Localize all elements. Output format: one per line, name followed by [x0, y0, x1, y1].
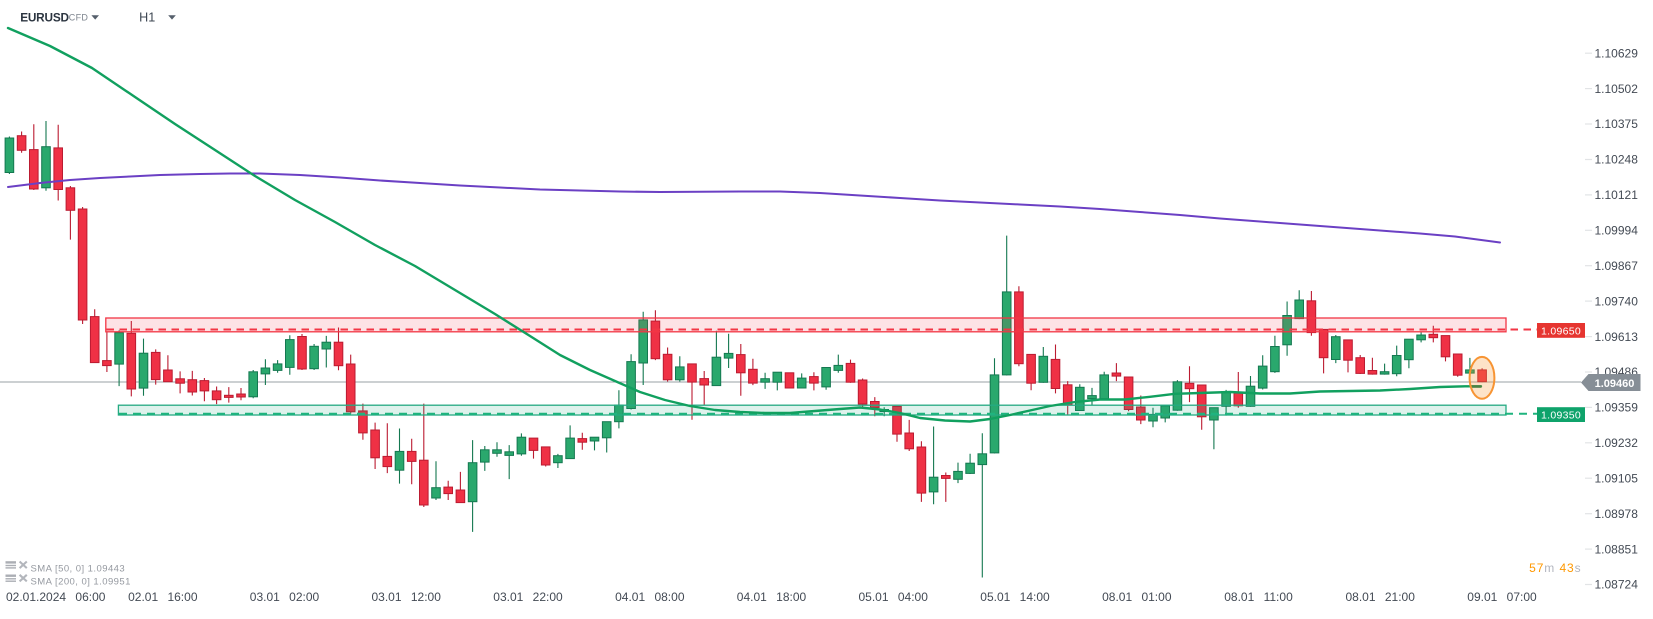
svg-text:1.10248: 1.10248	[1595, 153, 1639, 167]
svg-text:1.08978: 1.08978	[1595, 507, 1639, 521]
svg-text:1.09613: 1.09613	[1595, 330, 1639, 344]
svg-text:03.01 22:00: 03.01 22:00	[493, 590, 563, 604]
svg-text:SMA [200, 0] 1.09951: SMA [200, 0] 1.09951	[31, 577, 131, 588]
svg-text:04.01 08:00: 04.01 08:00	[615, 590, 685, 604]
svg-text:H1: H1	[139, 10, 155, 24]
svg-text:1.09460: 1.09460	[1595, 378, 1635, 390]
svg-text:08.01 11:00: 08.01 11:00	[1224, 590, 1293, 604]
svg-text:57m 43s: 57m 43s	[1529, 561, 1581, 575]
svg-text:1.09232: 1.09232	[1595, 436, 1639, 450]
svg-text:1.08851: 1.08851	[1595, 542, 1639, 556]
svg-text:03.01 02:00: 03.01 02:00	[250, 590, 320, 604]
svg-text:EURUSD: EURUSD	[20, 10, 69, 24]
svg-text:1.10502: 1.10502	[1595, 82, 1639, 96]
svg-text:1.10629: 1.10629	[1595, 46, 1639, 60]
svg-text:05.01 14:00: 05.01 14:00	[980, 590, 1050, 604]
svg-text:CFD: CFD	[69, 13, 89, 23]
svg-text:SMA [50, 0] 1.09443: SMA [50, 0] 1.09443	[31, 563, 126, 574]
svg-text:1.08724: 1.08724	[1595, 578, 1639, 592]
svg-text:02.01 16:00: 02.01 16:00	[128, 590, 198, 604]
svg-text:1.09867: 1.09867	[1595, 259, 1639, 273]
svg-text:09.01 07:00: 09.01 07:00	[1467, 590, 1537, 604]
svg-text:1.10121: 1.10121	[1595, 188, 1639, 202]
svg-text:1.09350: 1.09350	[1541, 410, 1581, 422]
svg-text:1.10375: 1.10375	[1595, 117, 1639, 131]
svg-text:03.01 12:00: 03.01 12:00	[371, 590, 441, 604]
svg-text:1.09105: 1.09105	[1595, 471, 1639, 485]
svg-text:1.09650: 1.09650	[1541, 325, 1581, 337]
svg-text:1.09994: 1.09994	[1595, 224, 1639, 238]
svg-text:02.01.2024 06:00: 02.01.2024 06:00	[6, 590, 106, 604]
svg-text:04.01 18:00: 04.01 18:00	[737, 590, 807, 604]
svg-text:1.09740: 1.09740	[1595, 294, 1639, 308]
svg-text:08.01 01:00: 08.01 01:00	[1102, 590, 1172, 604]
svg-text:08.01 21:00: 08.01 21:00	[1345, 590, 1415, 604]
svg-text:1.09359: 1.09359	[1595, 401, 1639, 415]
svg-text:05.01 04:00: 05.01 04:00	[858, 590, 928, 604]
